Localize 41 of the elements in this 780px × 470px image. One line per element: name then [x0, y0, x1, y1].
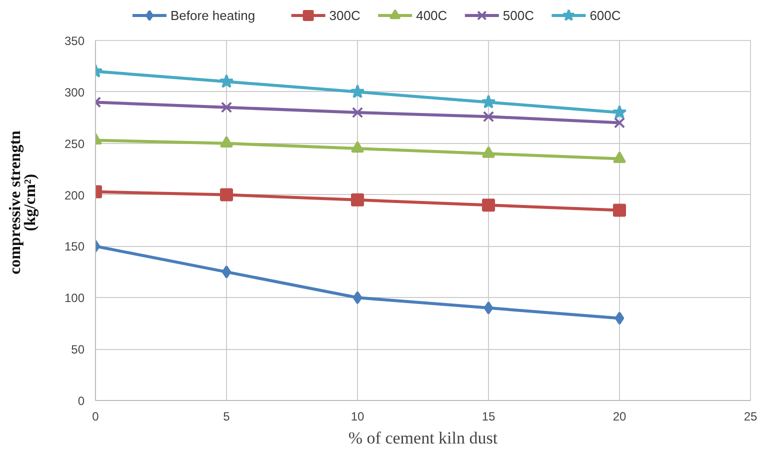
x-tick-label: 0: [92, 410, 100, 424]
point: [220, 102, 232, 113]
point: [220, 136, 233, 148]
y-tick-label: 200: [64, 188, 85, 202]
y-tick-label: 0: [78, 394, 85, 408]
x-tick-label: 20: [612, 410, 626, 424]
y-tick-label: 300: [64, 85, 85, 100]
y-tick-label: 100: [64, 291, 85, 306]
point: [614, 312, 624, 325]
y-tick-label: 250: [64, 136, 85, 151]
y-tick-label: 350: [64, 34, 85, 48]
legend-label: 300C: [329, 8, 360, 23]
point: [613, 151, 626, 163]
legend-label: Before heating: [170, 8, 256, 23]
y-axis-title: compressive strengtn (kg/cm²): [7, 130, 39, 274]
point: [613, 204, 626, 217]
point: [612, 105, 627, 119]
point: [220, 188, 233, 202]
point: [351, 193, 364, 206]
point: [350, 84, 365, 98]
point: [351, 141, 364, 153]
x-tick-label: 15: [482, 410, 496, 424]
legend-label: 400C: [416, 8, 448, 23]
point: [482, 198, 495, 212]
y-tick-label: 150: [64, 240, 85, 254]
y-tick-label: 50: [71, 342, 85, 357]
point: [219, 74, 234, 88]
point: [222, 265, 232, 278]
point: [614, 117, 626, 128]
point: [352, 106, 364, 118]
x-tick-label: 25: [744, 410, 758, 424]
x-tick-label: 10: [350, 410, 364, 424]
x-axis-title: % of cement kiln dust: [348, 428, 498, 448]
point: [484, 301, 494, 314]
point: [352, 291, 362, 304]
legend-label: 600C: [590, 8, 621, 23]
point: [482, 111, 494, 122]
point: [481, 94, 496, 108]
legend-label: 500C: [502, 8, 534, 23]
x-tick-label: 5: [223, 410, 230, 424]
point: [482, 146, 495, 158]
